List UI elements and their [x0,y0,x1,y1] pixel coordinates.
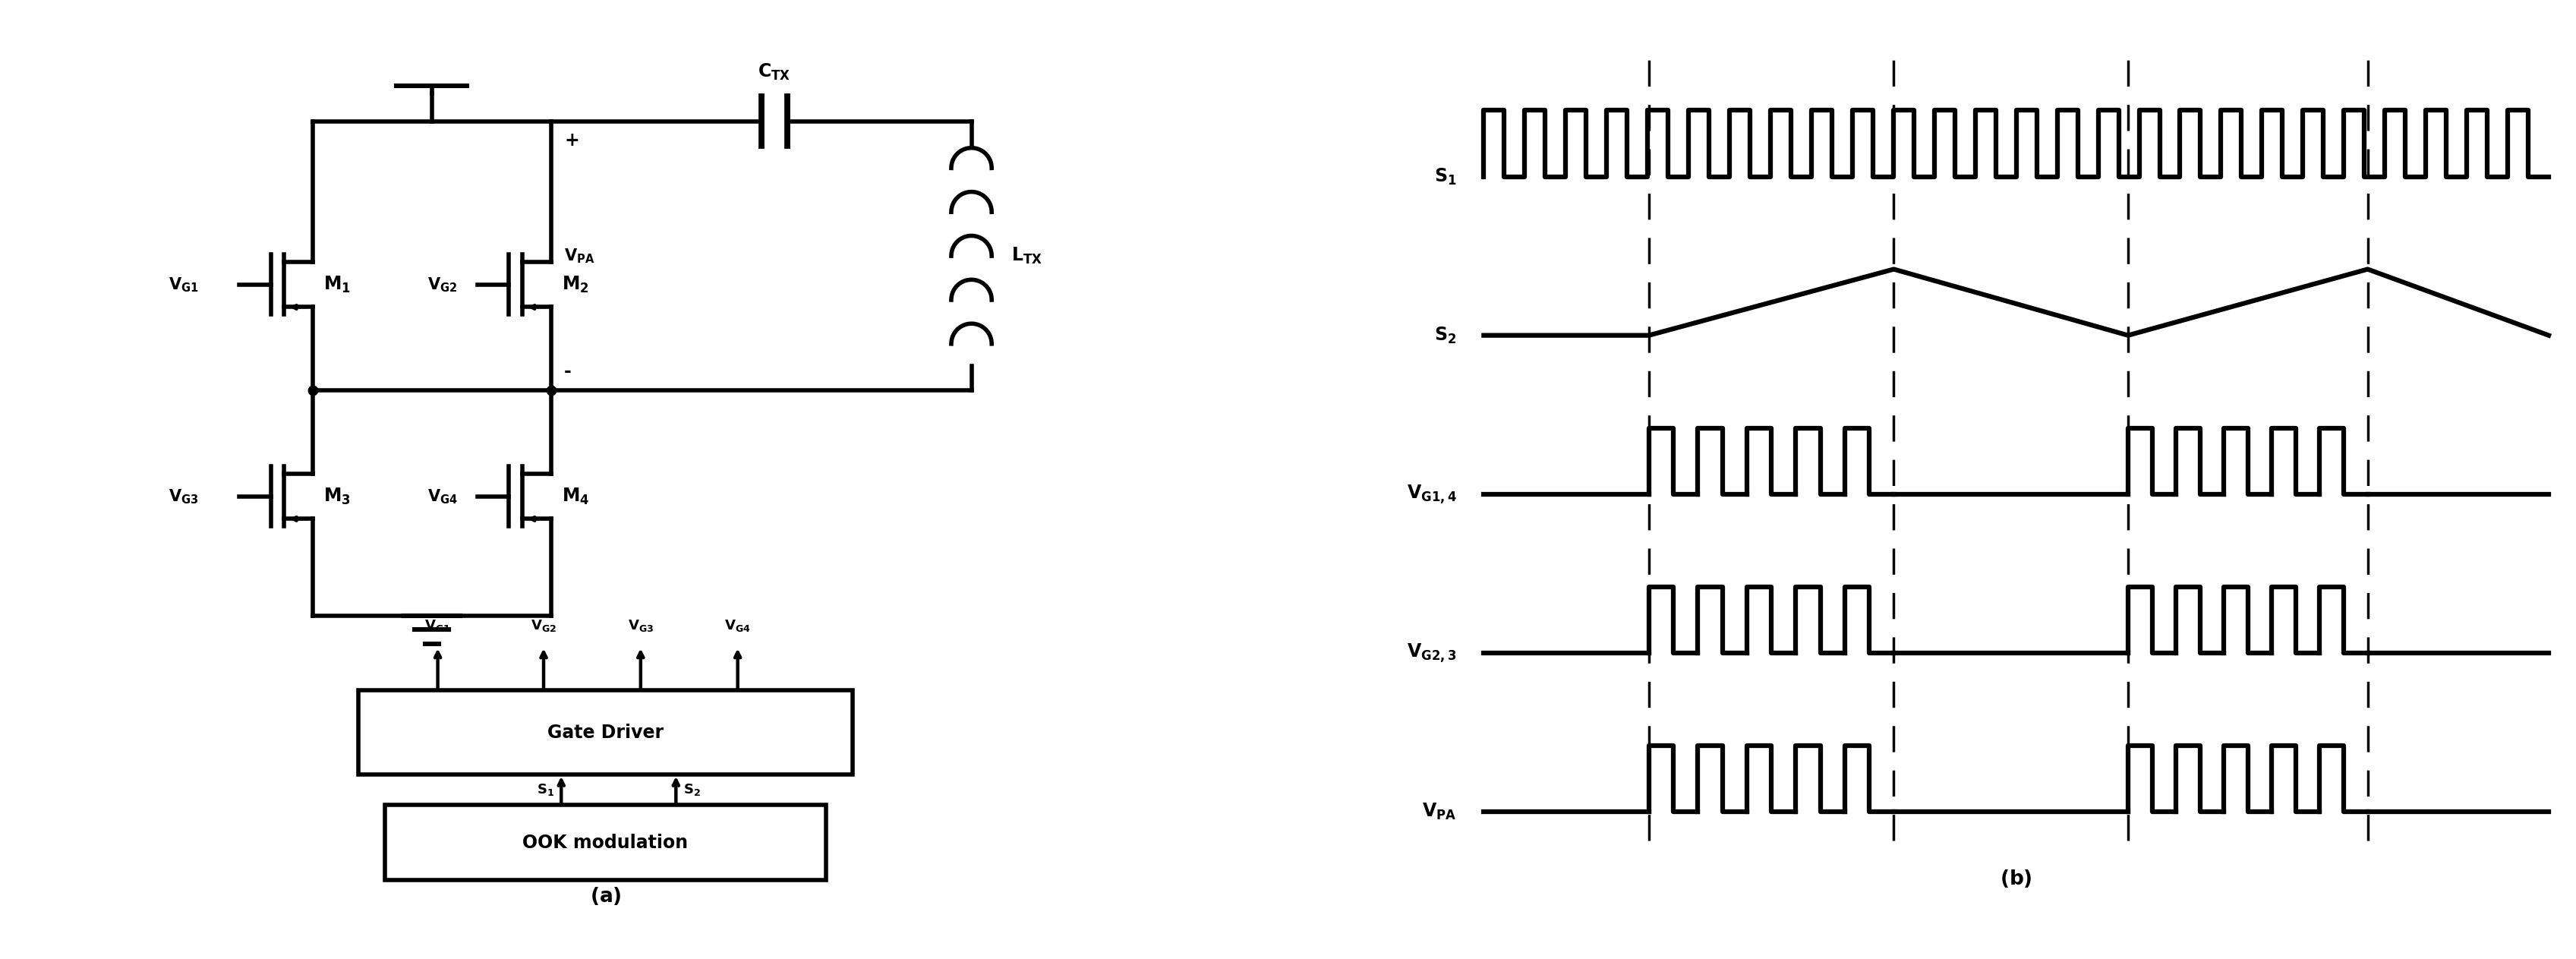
Text: $\mathbf{V_{G2}}$: $\mathbf{V_{G2}}$ [531,618,556,633]
Bar [358,690,853,774]
Text: $\mathbf{V_{G3}}$: $\mathbf{V_{G3}}$ [167,487,198,505]
Text: $\mathbf{L_{TX}}$: $\mathbf{L_{TX}}$ [1012,246,1043,266]
Text: $\mathbf{V_{G1}}$: $\mathbf{V_{G1}}$ [167,275,198,293]
Text: $\mathbf{S_2}$: $\mathbf{S_2}$ [683,783,701,797]
Text: $\mathbf{V_{PA}}$: $\mathbf{V_{PA}}$ [564,247,595,265]
Bar [384,806,827,880]
Text: $\mathbf{V_{G4}}$: $\mathbf{V_{G4}}$ [428,487,459,505]
Text: -: - [564,362,572,380]
Text: $\mathbf{V_{G1}}$: $\mathbf{V_{G1}}$ [425,618,451,633]
Text: $\mathbf{V_{G2,3}}$: $\mathbf{V_{G2,3}}$ [1406,642,1455,665]
Text: $\mathbf{(a)}$: $\mathbf{(a)}$ [590,885,621,906]
Text: $\mathbf{(b)}$: $\mathbf{(b)}$ [1999,868,2032,889]
Text: $\mathbf{S_1}$: $\mathbf{S_1}$ [536,783,554,797]
Text: $\mathbf{V_{G4}}$: $\mathbf{V_{G4}}$ [724,618,750,633]
Text: $\mathbf{S_2}$: $\mathbf{S_2}$ [1435,325,1455,345]
Text: $\mathbf{C_{TX}}$: $\mathbf{C_{TX}}$ [757,61,791,82]
Text: $\mathbf{M_1}$: $\mathbf{M_1}$ [325,274,350,294]
Text: $\mathbf{M_2}$: $\mathbf{M_2}$ [562,274,590,294]
Text: +: + [564,131,580,150]
Text: $\mathbf{V_{G2}}$: $\mathbf{V_{G2}}$ [428,275,456,293]
Text: $\mathbf{M_4}$: $\mathbf{M_4}$ [562,486,590,506]
Text: $\mathbf{S_1}$: $\mathbf{S_1}$ [1435,167,1455,186]
Text: OOK modulation: OOK modulation [523,833,688,852]
Text: $\mathbf{M_3}$: $\mathbf{M_3}$ [325,486,350,506]
Text: $\mathbf{V_{PA}}$: $\mathbf{V_{PA}}$ [1422,802,1455,822]
Text: Gate Driver: Gate Driver [546,723,665,741]
Text: $\mathbf{V_{G1,4}}$: $\mathbf{V_{G1,4}}$ [1406,483,1455,505]
Text: $\mathbf{V_{G3}}$: $\mathbf{V_{G3}}$ [629,618,654,633]
